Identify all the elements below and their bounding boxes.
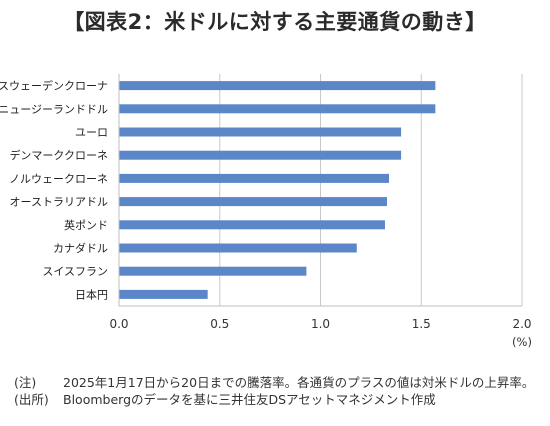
x-tick-label: 1.0	[311, 317, 330, 331]
bar	[119, 266, 307, 276]
bar	[119, 220, 385, 230]
category-label: デンマーククローネ	[9, 148, 108, 162]
category-label: オーストラリアドル	[10, 196, 108, 209]
bar	[119, 289, 208, 299]
category-label: スイスフラン	[42, 265, 108, 278]
x-tick-label: 0.5	[210, 317, 229, 331]
note-row: (注) 2025年1月17日から20日までの騰落率。各通貨のプラスの値は対米ドルの…	[14, 374, 544, 391]
x-tick-labels: 0.0 0.5 1.0 1.5 2.0	[109, 317, 531, 331]
bars	[119, 81, 436, 299]
x-unit-label: (%)	[512, 335, 532, 349]
bar	[119, 150, 402, 160]
category-labels: スウェーデンクローナニュージーランドドルユーロデンマーククローネノルウェークロー…	[0, 79, 108, 302]
category-label: ニュージーランドドル	[0, 103, 108, 116]
x-tick-label: 2.0	[512, 317, 531, 331]
note-text: 2025年1月17日から20日までの騰落率。各通貨のプラスの値は対米ドルの上昇率…	[63, 375, 535, 390]
source-text: Bloombergのデータを基に三井住友DSアセットマネジメント作成	[63, 392, 436, 407]
bar-chart: スウェーデンクローナニュージーランドドルユーロデンマーククローネノルウェークロー…	[0, 74, 532, 349]
category-label: スウェーデンクローナ	[0, 79, 108, 93]
bar	[119, 81, 436, 91]
category-label: ユーロ	[75, 126, 108, 139]
category-label: 日本円	[75, 287, 108, 301]
note-tag: (注)	[14, 375, 37, 390]
chart-title: 【図表2：米ドルに対する主要通貨の動き】	[63, 10, 487, 34]
category-label: カナダドル	[53, 241, 108, 255]
bar	[119, 173, 390, 183]
x-tick-label: 1.5	[412, 317, 431, 331]
bar	[119, 127, 402, 137]
source-tag: (出所)	[14, 392, 49, 407]
bar	[119, 104, 436, 114]
bar	[119, 243, 357, 253]
footnotes: (注) 2025年1月17日から20日までの騰落率。各通貨のプラスの値は対米ドルの…	[14, 374, 544, 408]
source-row: (出所) Bloombergのデータを基に三井住友DSアセットマネジメント作成	[14, 391, 544, 408]
bar	[119, 197, 387, 207]
category-label: 英ポンド	[64, 218, 108, 232]
x-tick-label: 0.0	[109, 317, 128, 331]
category-label: ノルウェークローネ	[9, 172, 108, 185]
